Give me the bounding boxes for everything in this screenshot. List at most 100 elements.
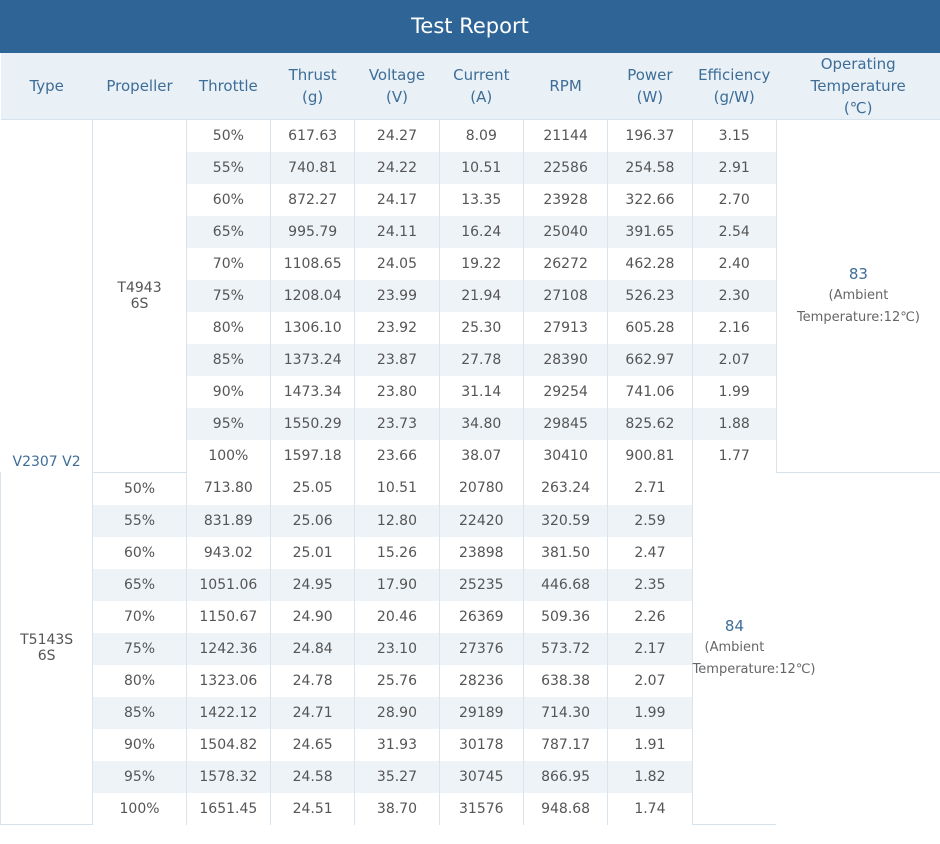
current-cell: 34.80 — [438, 408, 524, 440]
efficiency-cell: 2.71 — [607, 472, 693, 505]
header-power-label: Power — [627, 66, 673, 84]
power-cell: 391.65 — [607, 216, 693, 248]
power-cell: 526.23 — [607, 280, 693, 312]
power-cell: 825.62 — [607, 408, 693, 440]
thrust-cell: 1550.29 — [269, 408, 355, 440]
voltage-cell: 24.78 — [269, 664, 355, 697]
header-current-label: Current — [453, 66, 510, 84]
throttle-cell: 85% — [185, 344, 271, 376]
thrust-cell: 1242.36 — [185, 632, 271, 665]
voltage-cell: 24.95 — [269, 568, 355, 601]
throttle-cell: 85% — [92, 696, 187, 729]
thrust-cell: 1422.12 — [185, 696, 271, 729]
rpm-cell: 29254 — [522, 376, 608, 408]
power-cell: 866.95 — [522, 760, 608, 793]
header-thrust: Thrust (g) — [270, 53, 355, 120]
voltage-cell: 24.11 — [354, 216, 440, 248]
power-cell: 605.28 — [607, 312, 693, 344]
rpm-cell: 29189 — [438, 696, 524, 729]
current-cell: 31.14 — [438, 376, 524, 408]
table-row: 100% 1651.45 24.51 38.70 31576 948.68 1.74 — [1, 792, 940, 825]
voltage-cell: 23.73 — [354, 408, 440, 440]
current-cell: 27.78 — [438, 344, 524, 376]
operating-temperature-cell: 83 (Ambient Temperature:12℃) — [775, 119, 940, 473]
power-cell: 573.72 — [522, 632, 608, 665]
throttle-cell: 70% — [92, 600, 187, 633]
efficiency-cell: 2.47 — [607, 536, 693, 569]
rpm-cell: 27376 — [438, 632, 524, 665]
power-cell: 446.68 — [522, 568, 608, 601]
current-cell: 31.93 — [354, 728, 440, 761]
current-cell: 19.22 — [438, 248, 524, 280]
thrust-cell: 943.02 — [185, 536, 271, 569]
table-row: 75% 1242.36 24.84 23.10 27376 573.72 2.17 — [1, 632, 940, 665]
voltage-cell: 24.27 — [354, 119, 440, 152]
ambient-temperature-note: Temperature:12℃) — [796, 309, 920, 325]
operating-temperature-cell: 84 (Ambient Temperature:12℃) — [691, 472, 816, 825]
table-row: 70% 1108.65 24.05 19.22 26272 462.28 2.40 — [1, 248, 940, 280]
table-row: 60% 872.27 24.17 13.35 23928 322.66 2.70 — [1, 184, 940, 216]
table-row: 95% 1578.32 24.58 35.27 30745 866.95 1.82 — [1, 760, 940, 793]
propeller-name-line: 6S — [37, 648, 56, 664]
efficiency-cell: 3.15 — [691, 119, 777, 152]
voltage-cell: 24.22 — [354, 152, 440, 184]
header-throttle: Throttle — [186, 53, 271, 120]
throttle-cell: 95% — [92, 760, 187, 793]
thrust-cell: 740.81 — [269, 152, 355, 184]
table-row: 100% 1597.18 23.66 38.07 30410 900.81 1.77 — [1, 440, 940, 472]
table-row: 80% 1306.10 23.92 25.30 27913 605.28 2.16 — [1, 312, 940, 344]
thrust-cell: 1208.04 — [269, 280, 355, 312]
current-cell: 25.76 — [354, 664, 440, 697]
voltage-cell: 23.99 — [354, 280, 440, 312]
thrust-cell: 1651.45 — [185, 792, 271, 825]
header-voltage-unit: (V) — [385, 88, 408, 106]
table-row: 95% 1550.29 23.73 34.80 29845 825.62 1.88 — [1, 408, 940, 440]
header-power-unit: (W) — [636, 88, 664, 106]
current-cell: 13.35 — [438, 184, 524, 216]
header-temperature: Operating Temperature (℃) — [776, 53, 940, 120]
efficiency-cell: 2.91 — [691, 152, 777, 184]
rpm-cell: 31576 — [438, 792, 524, 825]
table-row: 70% 1150.67 24.90 20.46 26369 509.36 2.26 — [1, 600, 940, 633]
current-cell: 21.94 — [438, 280, 524, 312]
thrust-cell: 1578.32 — [185, 760, 271, 793]
rpm-cell: 26272 — [522, 248, 608, 280]
current-cell: 17.90 — [354, 568, 440, 601]
throttle-cell: 80% — [92, 664, 187, 697]
efficiency-cell: 2.07 — [607, 664, 693, 697]
throttle-cell: 90% — [92, 728, 187, 761]
propeller-group-t4943: V2307 V2 T4943 6S 50% 617.63 24.27 8.09 21144 19… — [1, 119, 940, 473]
header-rpm: RPM — [523, 53, 608, 120]
rpm-cell: 26369 — [438, 600, 524, 633]
power-cell: 948.68 — [522, 792, 608, 825]
throttle-cell: 100% — [92, 792, 187, 825]
rpm-cell: 21144 — [522, 119, 608, 152]
voltage-cell: 25.06 — [269, 504, 355, 537]
thrust-cell: 1504.82 — [185, 728, 271, 761]
propeller-group-t5143s: T5143S 6S 50% 713.80 25.05 10.51 20780 263.24 2.… — [0, 472, 940, 825]
rpm-cell: 22586 — [522, 152, 608, 184]
current-cell: 38.70 — [354, 792, 440, 825]
table-row: 80% 1323.06 24.78 25.76 28236 638.38 2.07 — [1, 664, 940, 697]
rpm-cell: 30410 — [522, 440, 608, 472]
ambient-temperature-note: Temperature:12℃) — [692, 662, 816, 677]
efficiency-cell: 2.59 — [607, 504, 693, 537]
efficiency-cell: 2.16 — [691, 312, 777, 344]
table-row: 85% 1422.12 24.71 28.90 29189 714.30 1.99 — [1, 696, 940, 729]
table-row: 55% 831.89 25.06 12.80 22420 320.59 2.59 — [1, 504, 940, 537]
power-cell: 900.81 — [607, 440, 693, 472]
header-power: Power (W) — [607, 53, 693, 120]
header-current-unit: (A) — [470, 88, 493, 106]
rpm-cell: 30745 — [438, 760, 524, 793]
power-cell: 263.24 — [522, 472, 608, 505]
rpm-cell: 23898 — [438, 536, 524, 569]
current-cell: 25.30 — [438, 312, 524, 344]
rpm-cell: 30178 — [438, 728, 524, 761]
thrust-cell: 617.63 — [269, 119, 355, 152]
header-efficiency-unit: (g/W) — [713, 88, 755, 106]
power-cell: 714.30 — [522, 696, 608, 729]
rpm-cell: 27913 — [522, 312, 608, 344]
efficiency-cell: 2.26 — [607, 600, 693, 633]
rpm-cell: 23928 — [522, 184, 608, 216]
throttle-cell: 60% — [185, 184, 271, 216]
